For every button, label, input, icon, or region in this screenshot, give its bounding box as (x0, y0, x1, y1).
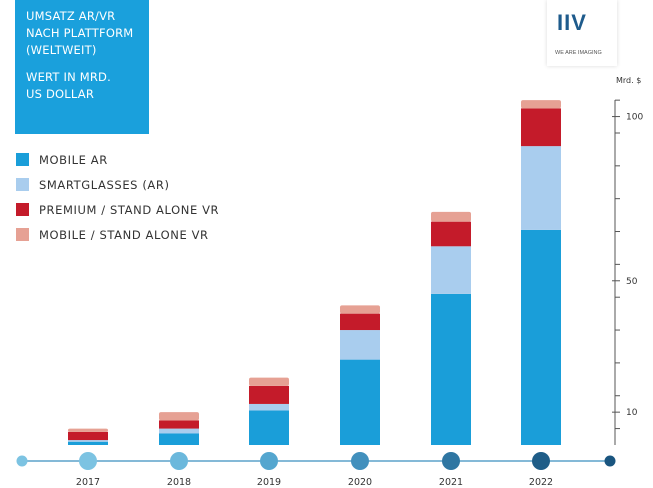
bar-segment (521, 229, 561, 445)
x-tick-label: 2018 (167, 477, 191, 488)
bar-segment (249, 403, 289, 411)
timeline-dot (351, 452, 369, 470)
bar-segment (249, 377, 289, 386)
timeline-dot (532, 452, 550, 470)
bar-segment (431, 211, 471, 222)
chart-title-box: UMSATZ AR/VR NACH PLATTFORM (WELTWEIT) W… (15, 0, 149, 134)
timeline-dot (79, 452, 97, 470)
bar-segment (68, 428, 108, 432)
chart-title: UMSATZ AR/VR NACH PLATTFORM (WELTWEIT) (26, 9, 134, 57)
legend-swatch (16, 178, 29, 191)
company-logo: IIV WE ARE IMAGING (547, 0, 617, 66)
bar-segment (249, 410, 289, 445)
legend-item-premium-vr: PREMIUM / STAND ALONE VR (16, 202, 219, 217)
legend-label: MOBILE AR (39, 152, 108, 167)
x-tick-label: 2022 (529, 477, 553, 488)
legend-label: SMARTGLASSES (AR) (39, 177, 170, 192)
legend-label: MOBILE / STAND ALONE VR (39, 227, 209, 242)
legend-label: PREMIUM / STAND ALONE VR (39, 202, 220, 217)
x-tick-label: 2021 (439, 477, 463, 488)
y-axis-unit: Mrd. $ (616, 76, 642, 85)
bar-segment (431, 221, 471, 247)
y-axis: 10 50 100 (612, 99, 643, 445)
bar-segment (159, 428, 199, 434)
bar-segment (521, 100, 561, 109)
bar-segment (431, 246, 471, 294)
legend-item-smartglasses: SMARTGLASSES (AR) (16, 177, 219, 192)
bar-segment (521, 146, 561, 230)
bar-segment (249, 385, 289, 404)
bar-segment (521, 108, 561, 147)
chart-subtitle: WERT IN MRD. US DOLLAR (26, 70, 111, 101)
bar-segment (340, 359, 380, 445)
bar-segment (340, 313, 380, 331)
timeline-dot (260, 452, 278, 470)
logo-tagline: WE ARE IMAGING (555, 50, 602, 56)
timeline: 2017 2018 2019 2020 2021 2022 (16, 452, 616, 488)
x-tick-label: 2019 (257, 477, 281, 488)
legend-swatch (16, 228, 29, 241)
bar-segment (340, 330, 380, 360)
bar-segment (68, 431, 108, 441)
y-tick-label: 50 (626, 277, 638, 287)
bar-segment (68, 441, 108, 445)
timeline-dot (16, 455, 28, 467)
legend-swatch (16, 153, 29, 166)
bar-segment (159, 412, 199, 421)
logo-mark: IIV (557, 10, 587, 35)
x-tick-label: 2020 (348, 477, 372, 488)
timeline-dot (442, 452, 460, 470)
y-tick-label: 100 (626, 113, 643, 123)
chart-legend: MOBILE AR SMARTGLASSES (AR) PREMIUM / ST… (16, 152, 219, 252)
x-tick-label: 2017 (76, 477, 100, 488)
timeline-dot (170, 452, 188, 470)
legend-swatch (16, 203, 29, 216)
bar-segment (68, 440, 108, 442)
legend-item-mobile-ar: MOBILE AR (16, 152, 219, 167)
bar-stacks (68, 100, 561, 445)
legend-item-mobile-vr: MOBILE / STAND ALONE VR (16, 227, 219, 242)
bar-segment (159, 420, 199, 429)
bar-segment (159, 433, 199, 445)
y-tick-label: 10 (626, 408, 638, 418)
bar-segment (431, 293, 471, 445)
timeline-dot (604, 455, 616, 467)
bar-segment (340, 305, 380, 314)
